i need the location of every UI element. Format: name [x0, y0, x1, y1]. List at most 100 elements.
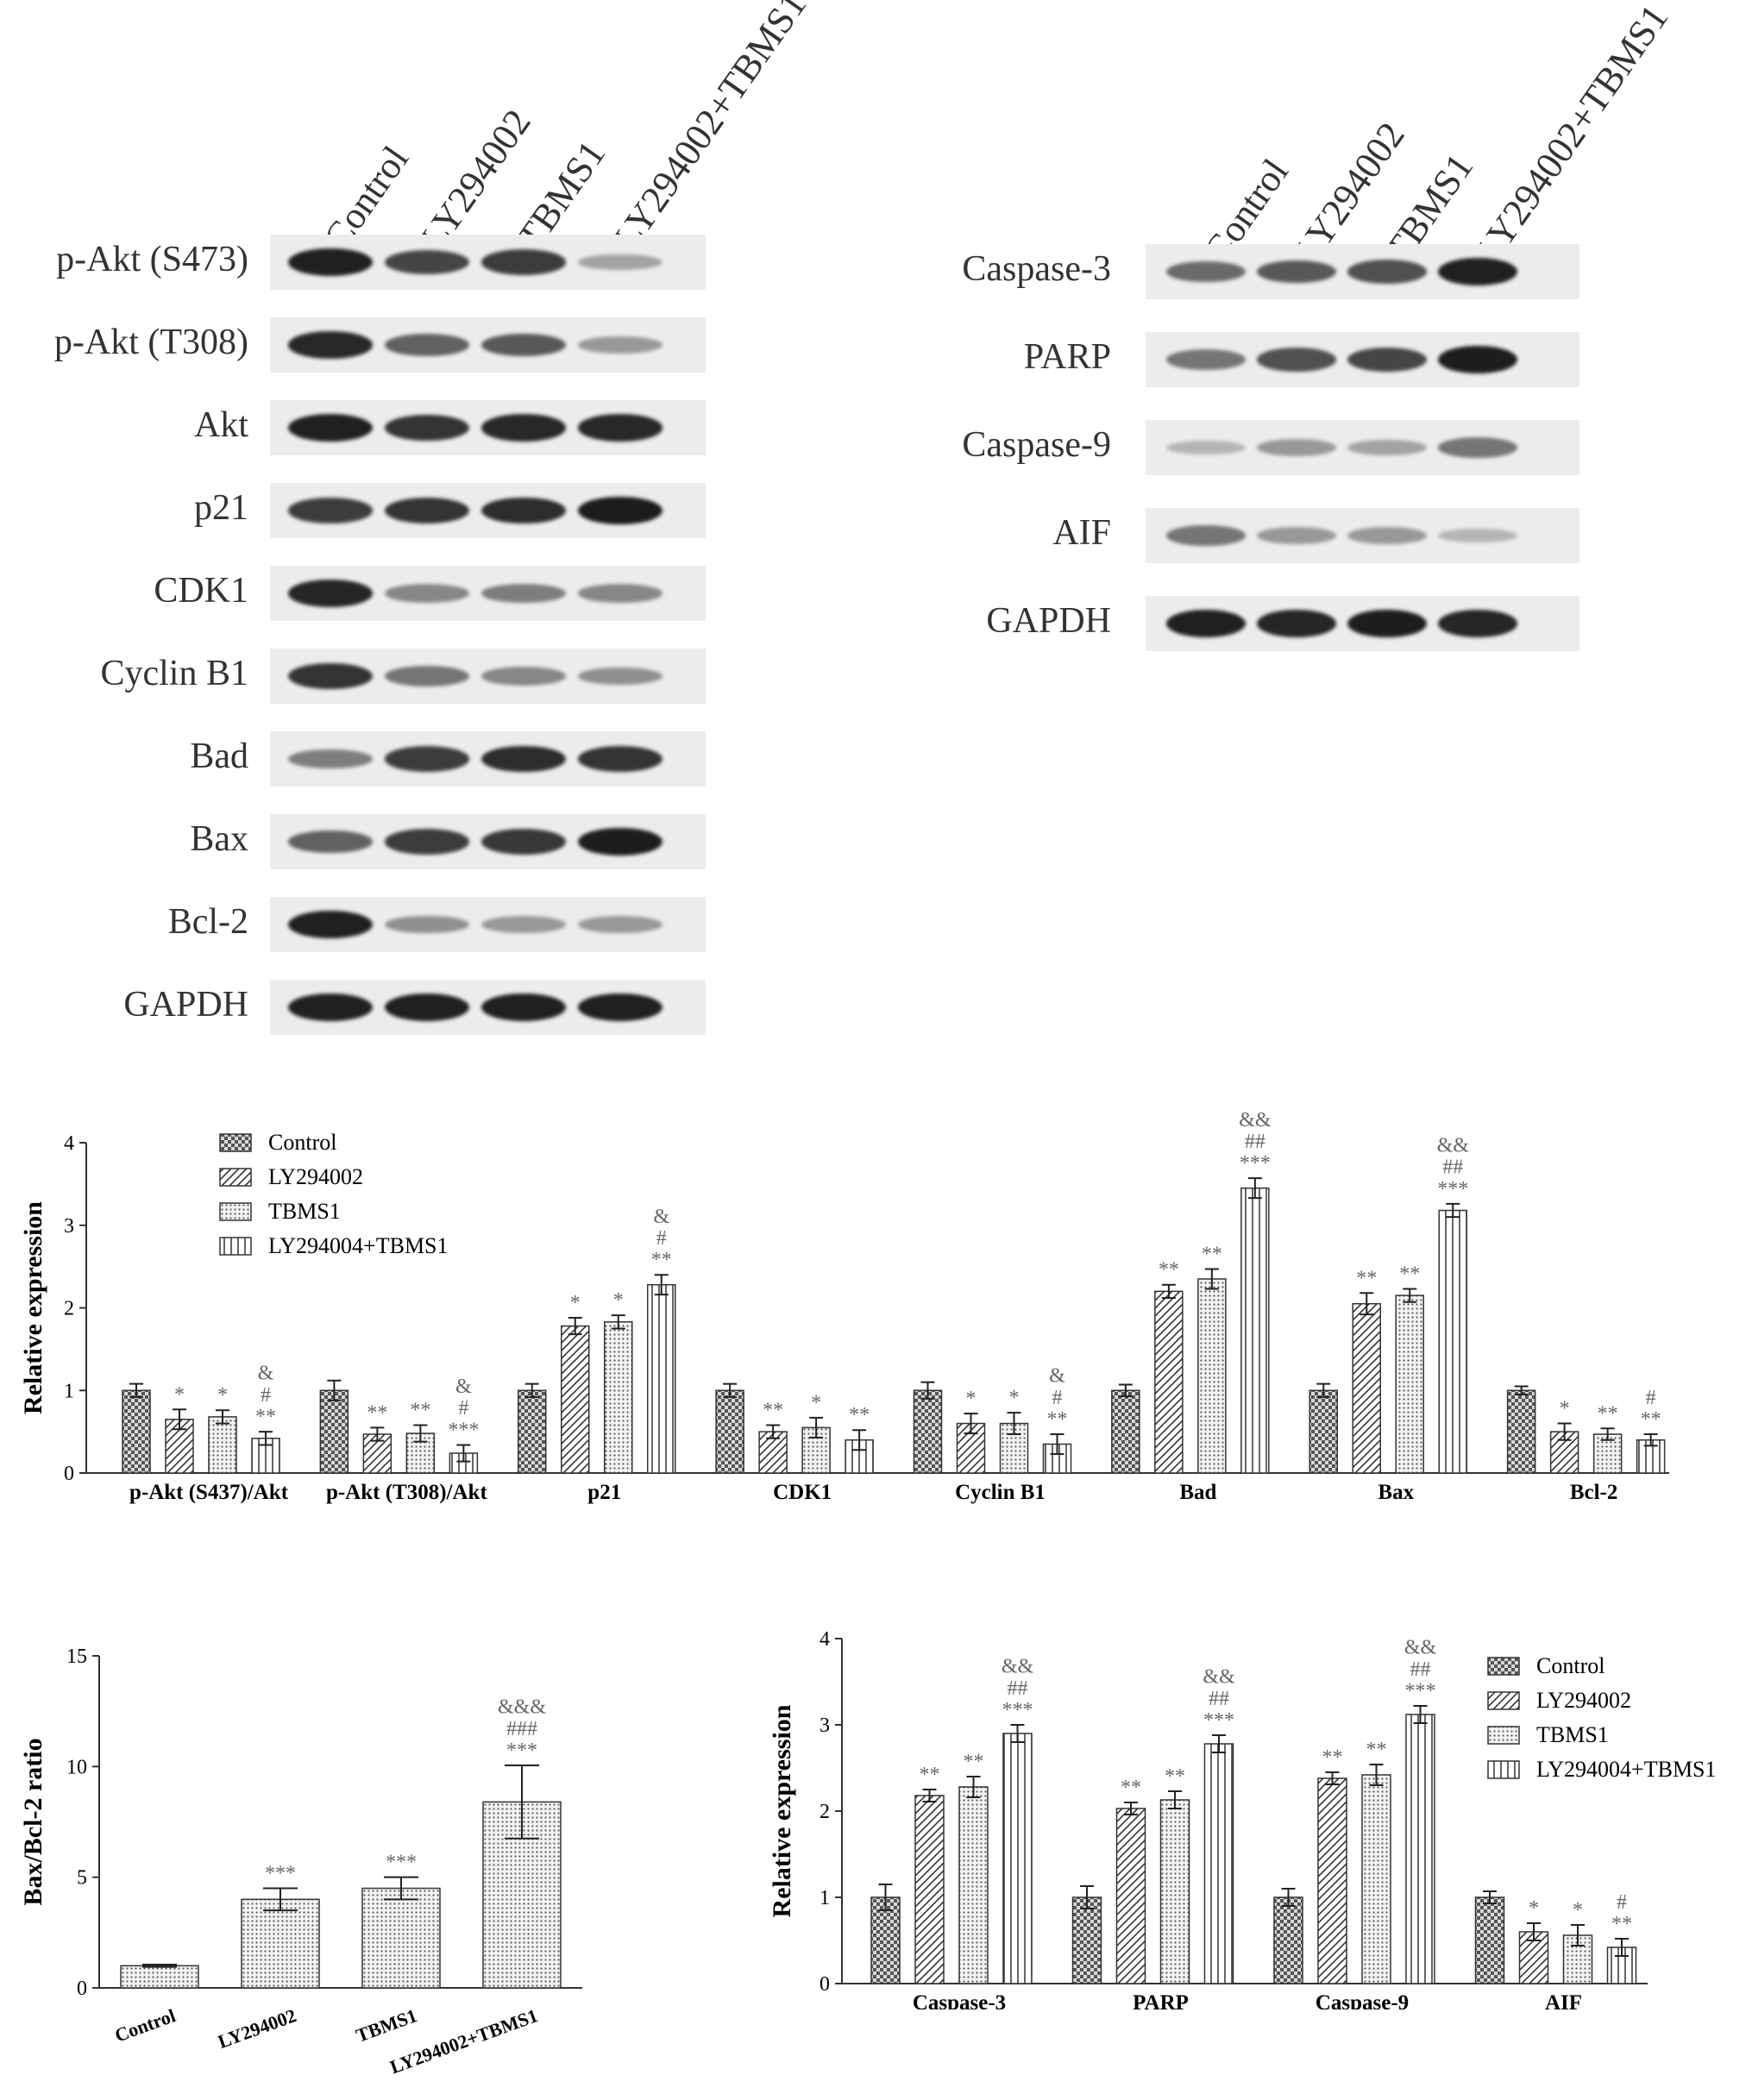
x-tick-label: p-Akt (T308)/Akt: [326, 1481, 487, 1504]
blot-band: [1437, 345, 1518, 374]
blot-band: [287, 993, 374, 1022]
significance-mark: &&: [1437, 1134, 1470, 1157]
significance-mark: **: [920, 1764, 940, 1786]
blot-band: [384, 829, 470, 855]
bar: [361, 1887, 441, 1989]
bar: [1395, 1294, 1424, 1474]
y-tick-label: 0: [819, 1973, 830, 1996]
lane-label-ly294002-tbms1: LY294002+TBMS1: [1466, 0, 1677, 271]
blot-band: [480, 993, 567, 1022]
bar: [604, 1321, 633, 1474]
blot-band: [1437, 437, 1518, 458]
blot-band: [480, 497, 567, 524]
bar: [958, 1786, 989, 1984]
blot-band: [384, 249, 470, 275]
blot-band: [1347, 527, 1428, 544]
bar: [1405, 1714, 1435, 1984]
legend-swatch: [1487, 1726, 1520, 1745]
significance-mark: &&: [1404, 1637, 1437, 1659]
blot-band: [1256, 260, 1337, 284]
bar: [518, 1389, 547, 1474]
blot-band: [287, 662, 374, 690]
significance-mark: **: [1399, 1263, 1420, 1285]
bar: [405, 1432, 436, 1474]
blot-band: [384, 334, 470, 356]
y-tick-label: 0: [77, 1978, 87, 2000]
bar: [1352, 1302, 1381, 1474]
legend-label: TBMS1: [268, 1199, 341, 1224]
significance-mark: &: [455, 1376, 472, 1398]
x-tick-label: Bad: [1179, 1481, 1216, 1504]
blot-band: [577, 667, 663, 686]
blot-band: [1437, 257, 1518, 286]
significance-mark: **: [849, 1404, 870, 1426]
legend-label: LY294004+TBMS1: [268, 1233, 449, 1258]
significance-mark: ##: [1245, 1131, 1265, 1153]
significance-mark: ***: [1437, 1178, 1468, 1200]
blot-band: [1165, 440, 1246, 455]
blot-row-label-p-akt-t308: p-Akt (T308): [53, 323, 248, 362]
blot-band: [1256, 610, 1337, 637]
blot-band: [287, 749, 374, 769]
blot-row-label-cyclin-b1: Cyclin B1: [100, 654, 248, 693]
blot-band: [384, 993, 470, 1022]
significance-mark: ##: [1410, 1658, 1431, 1681]
blot-band: [577, 584, 663, 603]
significance-mark: *: [1560, 1398, 1570, 1420]
bar: [1240, 1187, 1270, 1474]
bar: [1159, 1799, 1190, 1984]
blot-band: [1437, 610, 1518, 637]
blot-band: [287, 498, 374, 523]
legend-swatch: [1487, 1760, 1520, 1779]
x-tick-label: CDK1: [773, 1481, 832, 1504]
bar: [914, 1795, 945, 1984]
significance-mark: &&: [1002, 1656, 1034, 1678]
bar: [1111, 1389, 1140, 1474]
blot-band: [1347, 260, 1428, 284]
x-tick-label: PARP: [1133, 1991, 1189, 2009]
legend-swatch: [219, 1202, 252, 1221]
blot-row-label-caspase-9: Caspase-9: [962, 425, 1111, 465]
significance-mark: ###: [506, 1718, 537, 1740]
blot-band: [577, 414, 663, 442]
blot-row-label-bad: Bad: [190, 737, 248, 776]
x-tick-label: TBMS1: [353, 2004, 419, 2047]
blot-band: [287, 910, 374, 939]
blot-band: [480, 745, 567, 773]
x-tick-label: Caspase-3: [913, 1991, 1006, 2009]
significance-mark: *: [966, 1388, 976, 1410]
x-tick-label: p21: [587, 1481, 621, 1504]
y-tick-label: 4: [64, 1132, 74, 1155]
y-tick-label: 3: [819, 1714, 830, 1737]
blot-band: [480, 583, 567, 604]
blot-band: [1347, 347, 1428, 373]
bar: [1154, 1290, 1184, 1474]
blot-band: [1256, 348, 1337, 372]
bar: [1071, 1896, 1102, 1984]
blot-band: [1165, 609, 1246, 638]
significance-mark: *: [1573, 1899, 1583, 1921]
x-tick-label: Cyclin B1: [955, 1481, 1046, 1504]
x-tick-label: Bcl-2: [1570, 1481, 1618, 1504]
bar: [870, 1896, 901, 1984]
blot-band: [480, 249, 567, 275]
significance-mark: **: [1121, 1777, 1141, 1799]
significance-mark: **: [1202, 1243, 1222, 1265]
x-tick-label: AIF: [1545, 1991, 1582, 2009]
significance-mark: &: [258, 1363, 274, 1385]
blot-band: [1165, 525, 1246, 546]
bar: [1506, 1389, 1536, 1474]
blot-band: [480, 414, 567, 442]
blot-row-label-bcl-2: Bcl-2: [167, 902, 248, 942]
legend-label: Control: [1536, 1653, 1604, 1678]
bar: [120, 1965, 199, 1989]
blot-band: [480, 667, 567, 686]
legend-swatch: [219, 1237, 252, 1256]
blot-band: [577, 496, 663, 525]
y-axis-label: Relative expression: [19, 1201, 47, 1414]
blot-row-label-akt: Akt: [194, 405, 248, 445]
y-tick-label: 1: [819, 1887, 830, 1909]
blot-band: [1347, 609, 1428, 638]
x-tick-label: Bax: [1378, 1481, 1414, 1504]
